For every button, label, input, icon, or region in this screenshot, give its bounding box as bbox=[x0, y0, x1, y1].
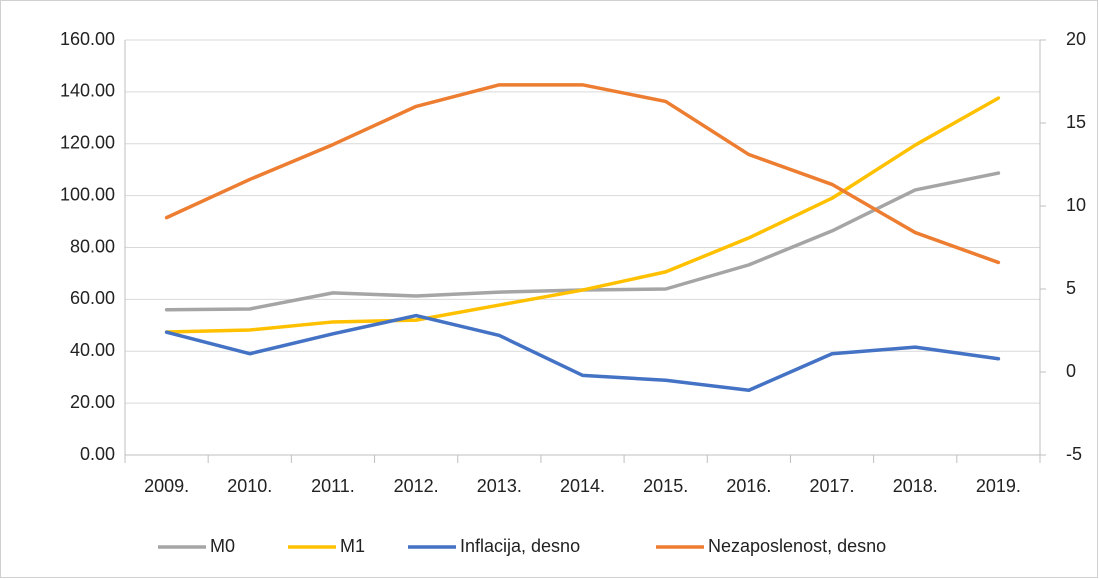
x-tick-label: 2011. bbox=[311, 476, 355, 496]
series-line bbox=[164, 313, 1001, 393]
y2-tick-label: -5 bbox=[1066, 444, 1082, 464]
series-line bbox=[164, 83, 1001, 265]
legend-label: M1 bbox=[340, 536, 365, 556]
legend-label: Nezaposlenost, desno bbox=[708, 536, 886, 556]
x-tick-label: 2019. bbox=[976, 476, 1021, 496]
y2-tick-label: 20 bbox=[1066, 29, 1086, 49]
x-tick-label: 2016. bbox=[726, 476, 771, 496]
x-tick-label: 2010. bbox=[227, 476, 272, 496]
y2-tick-label: 5 bbox=[1066, 278, 1076, 298]
y-tick-label: 100.00 bbox=[60, 184, 115, 204]
legend-label: Inflacija, desno bbox=[460, 536, 580, 556]
series-line bbox=[164, 96, 1001, 334]
x-tick-label: 2018. bbox=[893, 476, 938, 496]
y-tick-label: 40.00 bbox=[70, 340, 115, 360]
x-tick-label: 2009. bbox=[144, 476, 189, 496]
x-tick-label: 2017. bbox=[810, 476, 855, 496]
y2-tick-label: 0 bbox=[1066, 361, 1076, 381]
x-tick-label: 2013. bbox=[477, 476, 522, 496]
y-tick-label: 80.00 bbox=[70, 236, 115, 256]
y2-tick-label: 15 bbox=[1066, 112, 1086, 132]
x-tick-label: 2014. bbox=[560, 476, 605, 496]
y-tick-label: 20.00 bbox=[70, 392, 115, 412]
y-tick-label: 160.00 bbox=[60, 29, 115, 49]
y-tick-label: 60.00 bbox=[70, 288, 115, 308]
y2-tick-label: 10 bbox=[1066, 195, 1086, 215]
x-tick-label: 2012. bbox=[394, 476, 439, 496]
y-tick-label: 0.00 bbox=[80, 444, 115, 464]
x-tick-label: 2015. bbox=[643, 476, 688, 496]
y-tick-label: 140.00 bbox=[60, 81, 115, 101]
y-tick-label: 120.00 bbox=[60, 133, 115, 153]
legend-label: M0 bbox=[210, 536, 235, 556]
